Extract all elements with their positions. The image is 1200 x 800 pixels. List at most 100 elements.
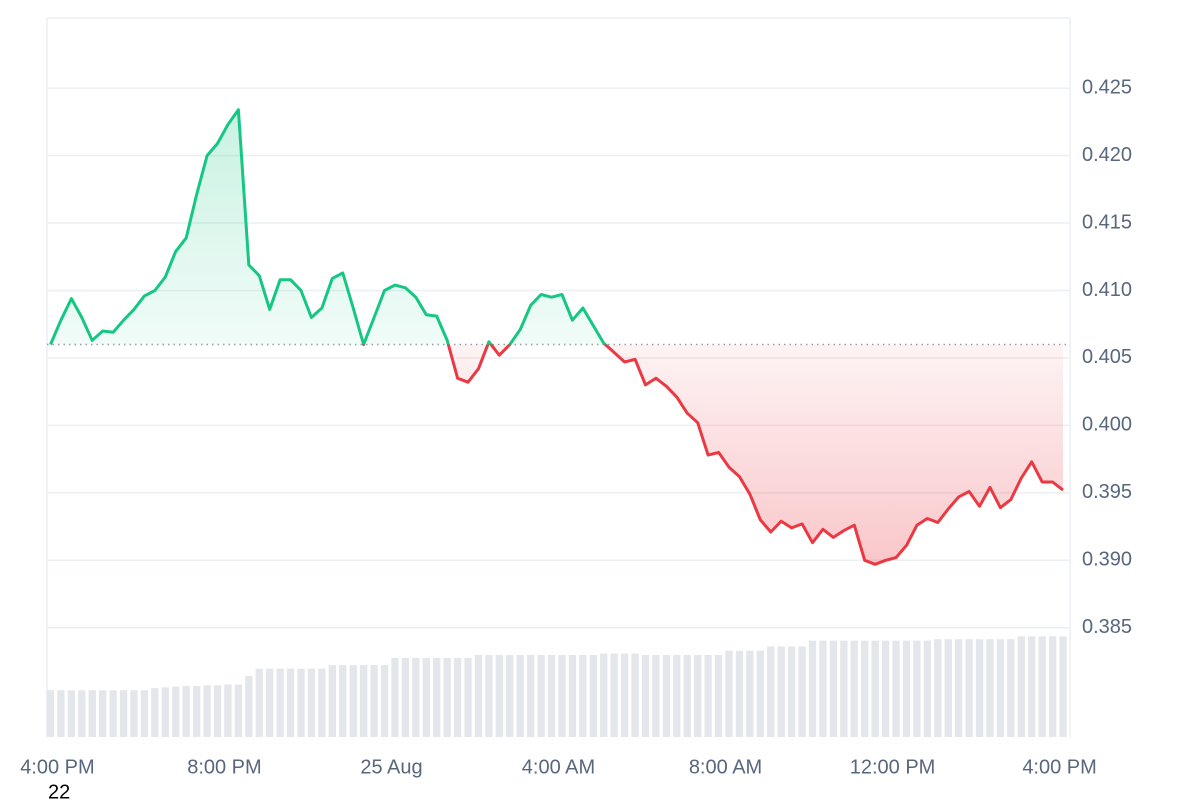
- volume-bar: [547, 655, 556, 737]
- y-tick-label: 0.415: [1082, 211, 1132, 233]
- volume-bar: [861, 640, 869, 737]
- y-tick-label: 0.390: [1082, 549, 1132, 571]
- volume-bar: [934, 639, 942, 737]
- x-tick-label: 12:00 PM: [850, 756, 936, 778]
- volume-bar: [391, 657, 399, 737]
- volume-bar: [172, 686, 180, 737]
- x-tick-label: 8:00 AM: [689, 756, 762, 778]
- volume-bar: [527, 655, 535, 737]
- volume-bar: [579, 655, 587, 737]
- x-tick-label: 4:00 PM: [1022, 756, 1096, 778]
- volume-bar: [641, 655, 650, 737]
- volume-bar: [276, 668, 284, 737]
- volume-bar: [735, 650, 744, 737]
- volume-bar: [673, 655, 681, 737]
- volume-bar: [67, 690, 76, 737]
- volume-bar: [433, 657, 441, 737]
- volume-bar: [412, 657, 420, 737]
- volume-bar: [203, 685, 211, 737]
- volume-bar: [485, 655, 493, 737]
- volume-bar: [380, 665, 389, 737]
- volume-bar: [119, 690, 128, 737]
- volume-bar: [161, 687, 169, 737]
- volume-bar: [819, 640, 827, 737]
- volume-bar: [537, 655, 545, 737]
- volume-bar: [130, 690, 138, 737]
- volume-bar: [192, 685, 201, 737]
- volume-bar: [234, 684, 243, 737]
- volume-bar: [307, 668, 316, 737]
- volume-bar: [286, 668, 295, 737]
- volume-bar: [109, 690, 117, 737]
- volume-bar: [798, 646, 806, 737]
- volume-bar: [359, 665, 368, 737]
- volume-bar: [516, 655, 524, 737]
- volume-bar: [840, 640, 848, 737]
- volume-bar: [694, 655, 702, 737]
- volume-bar: [213, 685, 222, 737]
- volume-bar: [443, 657, 451, 737]
- volume-bar: [464, 657, 472, 737]
- volume-bar: [401, 657, 410, 737]
- volume-bar: [777, 646, 785, 737]
- volume-bar: [495, 655, 504, 737]
- volume-bar: [266, 668, 274, 737]
- y-tick-label: 0.425: [1082, 76, 1132, 98]
- volume-bar: [714, 655, 723, 737]
- volume-bar: [1048, 636, 1057, 737]
- volume-bar: [99, 690, 107, 737]
- y-tick-label: 0.385: [1082, 616, 1132, 638]
- volume-bar: [46, 690, 55, 737]
- volume-bar: [506, 655, 514, 737]
- y-tick-label: 0.420: [1082, 144, 1132, 166]
- volume-bar: [600, 653, 608, 737]
- volume-bar: [349, 665, 357, 737]
- volume-bar: [631, 653, 639, 737]
- volume-bar: [88, 690, 96, 737]
- y-tick-label: 0.405: [1082, 346, 1132, 368]
- volume-bar: [767, 646, 775, 737]
- x-tick-label: 4:00 AM: [522, 756, 595, 778]
- volume-bar: [1007, 639, 1015, 737]
- volume-bar: [318, 668, 326, 737]
- volume-bar: [662, 655, 671, 737]
- volume-bar: [652, 655, 660, 737]
- x-tick-label: 4:00 PM: [20, 756, 94, 778]
- y-tick-label: 0.400: [1082, 414, 1132, 436]
- volume-bar: [1038, 636, 1046, 737]
- x-tick-label: 25 Aug: [360, 756, 422, 778]
- volume-bar: [558, 655, 566, 737]
- volume-bar: [986, 639, 994, 737]
- volume-bar: [422, 657, 430, 737]
- volume-bar: [954, 639, 963, 737]
- volume-bar: [589, 655, 597, 737]
- x-tick-label: 8:00 PM: [187, 756, 261, 778]
- volume-bar: [965, 639, 973, 737]
- volume-bar: [255, 668, 263, 737]
- volume-bar: [892, 640, 900, 737]
- volume-bar: [245, 675, 253, 737]
- volume-bar: [829, 640, 838, 737]
- volume-bar: [140, 690, 149, 737]
- volume-bar: [923, 640, 931, 737]
- volume-bar: [756, 650, 764, 737]
- volume-bar: [944, 639, 952, 737]
- volume-bar: [881, 640, 890, 737]
- volume-bar: [453, 657, 462, 737]
- volume-bar: [871, 640, 879, 737]
- volume-bar: [913, 640, 921, 737]
- volume-bar: [474, 655, 483, 737]
- volume-bar: [725, 650, 733, 737]
- volume-bar: [975, 639, 984, 737]
- volume-bar: [1017, 636, 1025, 737]
- volume-bar: [850, 640, 858, 737]
- volume-bar: [683, 655, 691, 737]
- volume-bar: [57, 690, 65, 737]
- volume-bar: [78, 690, 86, 737]
- volume-bar: [224, 684, 232, 737]
- price-area: [50, 109, 1063, 565]
- volume-bar: [339, 665, 347, 737]
- volume-bar: [620, 653, 629, 737]
- y-tick-label: 0.410: [1082, 279, 1132, 301]
